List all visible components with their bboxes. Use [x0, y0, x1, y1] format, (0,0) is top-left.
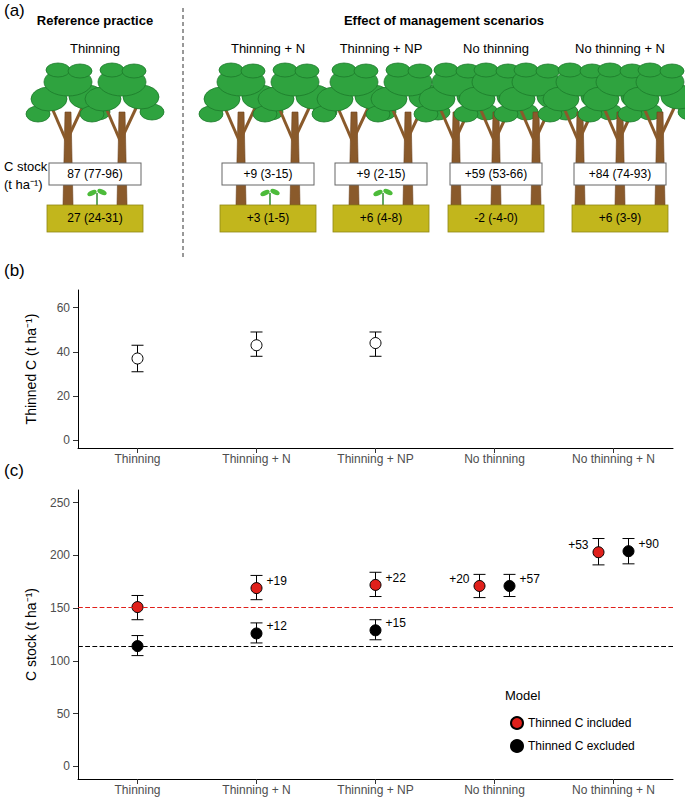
svg-text:Thinning + NP: Thinning + NP: [337, 452, 413, 466]
svg-text:Reference practice: Reference practice: [37, 13, 153, 28]
svg-text:Thinned C included: Thinned C included: [528, 716, 631, 730]
svg-text:+12: +12: [267, 619, 288, 633]
svg-text:+6 (3-9): +6 (3-9): [599, 211, 641, 225]
svg-text:0: 0: [63, 759, 70, 773]
svg-text:No thinning + N: No thinning + N: [575, 41, 665, 56]
svg-text:+84 (74-93): +84 (74-93): [589, 167, 651, 181]
svg-text:Thinning: Thinning: [114, 452, 160, 466]
svg-text:Thinning + NP: Thinning + NP: [337, 783, 413, 797]
svg-text:No thinning: No thinning: [463, 41, 529, 56]
svg-text:+53: +53: [568, 538, 589, 552]
svg-text:(c): (c): [4, 461, 24, 480]
svg-text:+19: +19: [267, 574, 288, 588]
svg-text:No thinning: No thinning: [464, 452, 525, 466]
svg-text:(a): (a): [4, 1, 25, 20]
svg-text:(t ha⁻¹): (t ha⁻¹): [4, 177, 43, 192]
svg-text:Thinning + N: Thinning + N: [222, 783, 290, 797]
svg-text:+59 (53-66): +59 (53-66): [465, 167, 527, 181]
svg-text:60: 60: [57, 301, 71, 315]
svg-text:C stock: C stock: [4, 159, 48, 174]
svg-text:0: 0: [63, 433, 70, 447]
svg-text:Thinned C (t ha⁻¹): Thinned C (t ha⁻¹): [23, 314, 39, 425]
svg-text:250: 250: [50, 496, 70, 510]
svg-text:+6 (4-8): +6 (4-8): [360, 211, 402, 225]
svg-text:+20: +20: [449, 572, 470, 586]
svg-text:+57: +57: [520, 572, 541, 586]
svg-text:87 (77-96): 87 (77-96): [67, 167, 122, 181]
svg-text:27 (24-31): 27 (24-31): [67, 211, 122, 225]
svg-text:20: 20: [57, 389, 71, 403]
svg-text:No thinning + N: No thinning + N: [572, 783, 655, 797]
svg-text:No thinning: No thinning: [464, 783, 525, 797]
svg-text:No thinning + N: No thinning + N: [572, 452, 655, 466]
svg-text:Thinning: Thinning: [70, 41, 120, 56]
svg-text:150: 150: [50, 601, 70, 615]
svg-text:C stock (t ha⁻¹): C stock (t ha⁻¹): [23, 588, 39, 681]
svg-text:200: 200: [50, 548, 70, 562]
svg-text:40: 40: [57, 345, 71, 359]
svg-text:+90: +90: [639, 537, 660, 551]
svg-text:Model: Model: [505, 688, 541, 703]
svg-text:Thinning + NP: Thinning + NP: [340, 41, 423, 56]
svg-text:+3 (1-5): +3 (1-5): [247, 211, 289, 225]
svg-text:Thinning + N: Thinning + N: [231, 41, 305, 56]
svg-text:Thinning + N: Thinning + N: [222, 452, 290, 466]
svg-text:+9 (2-15): +9 (2-15): [356, 167, 405, 181]
svg-text:-2 (-4-0): -2 (-4-0): [474, 211, 517, 225]
svg-text:(b): (b): [4, 261, 25, 280]
svg-text:+9 (3-15): +9 (3-15): [243, 167, 292, 181]
svg-text:+15: +15: [386, 616, 407, 630]
svg-text:Thinning: Thinning: [114, 783, 160, 797]
svg-text:Effect of management scenarios: Effect of management scenarios: [344, 13, 544, 28]
svg-text:+22: +22: [386, 571, 407, 585]
svg-text:50: 50: [57, 707, 71, 721]
svg-text:Thinned C excluded: Thinned C excluded: [528, 739, 635, 753]
svg-text:100: 100: [50, 654, 70, 668]
